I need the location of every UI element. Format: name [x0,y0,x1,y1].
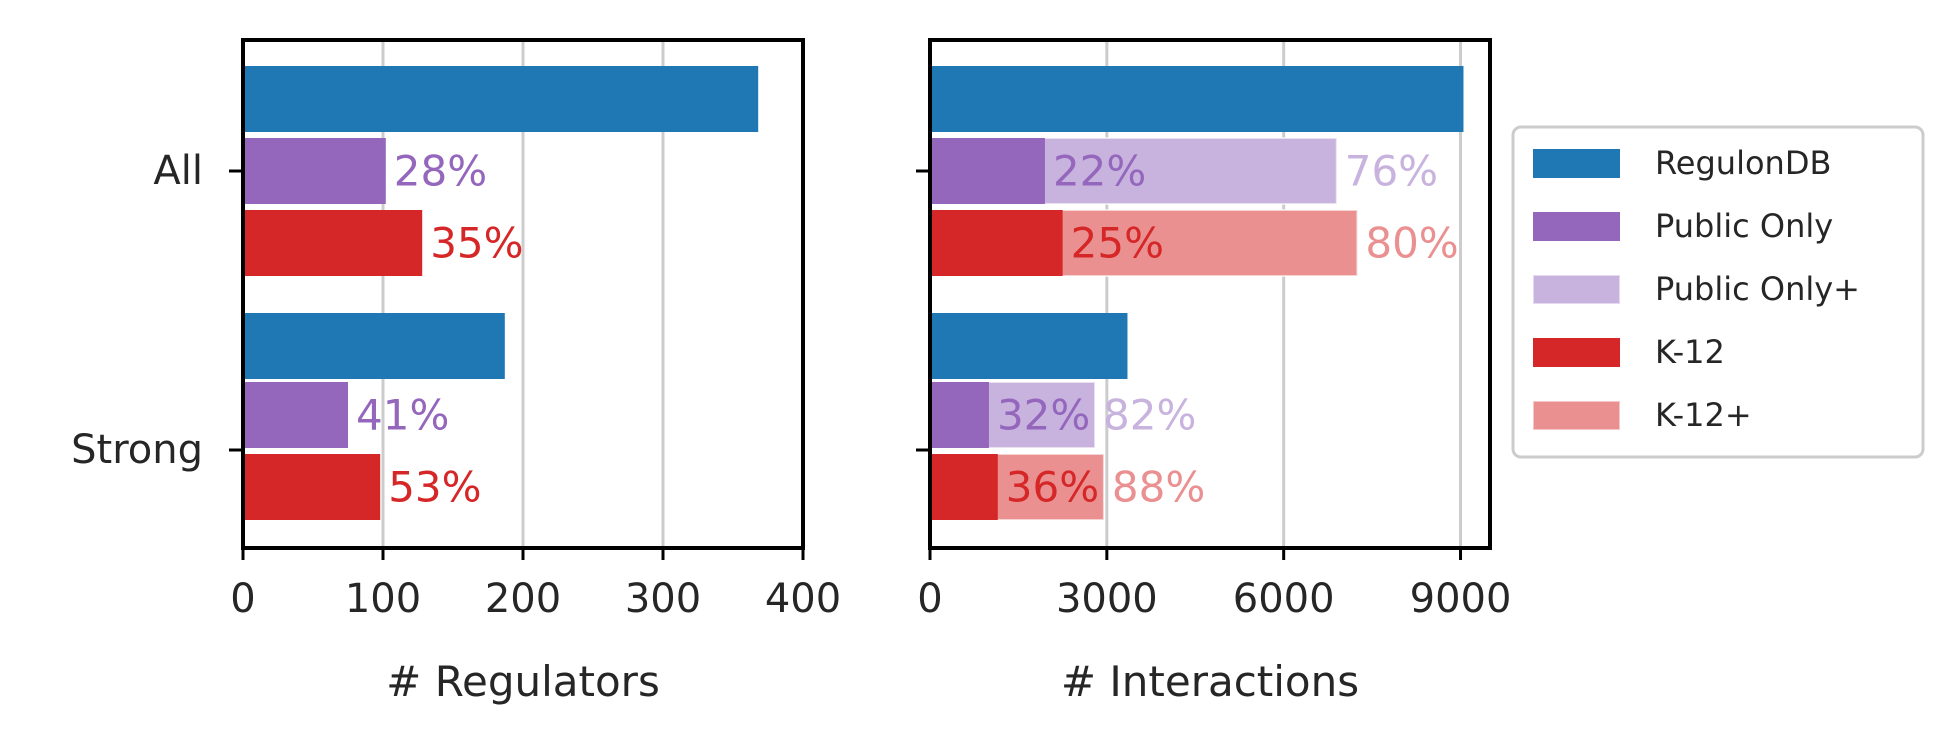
bar-public-only-strong [930,382,989,448]
bar-label-k-12-all: 25% [1071,219,1164,268]
bar-regulondb-all [243,66,759,132]
bar-label-public-only-all: 22% [1053,147,1146,196]
bar-regulondb-strong [243,313,505,379]
bar-regulondb-strong [930,313,1128,379]
bar-label-k-12-strong: 53% [388,463,481,512]
bar-label-public-only-strong: 32% [997,391,1090,440]
legend-label-regulondb: RegulonDB [1655,144,1831,182]
legend-label-k-12: K-12 [1655,333,1725,371]
x-axis-title: # Interactions [1061,657,1359,706]
x-tick-label: 100 [345,576,421,622]
category-label-strong: Strong [71,427,203,473]
regulators-panel: 28% 41% 35% 53% 0 100 200 300 400 All Strong # Regu… [71,38,841,706]
bar-label-public-only-strong: 41% [356,391,449,440]
legend-box [1511,125,1925,459]
bar-k-12-strong [243,454,381,520]
bar-k-12-strong [930,454,998,520]
bar-label-k-12-all: 35% [430,219,523,268]
bar-label-public-only-all: 28% [394,147,487,196]
x-tick-label: 200 [485,576,561,622]
legend-swatch-k-12 [1532,400,1621,431]
plot-frame [928,38,1492,550]
bar-k-12-all [243,210,423,276]
x-tick-label: 3000 [1056,576,1158,622]
bar-label-public-only-all: 76% [1345,147,1438,196]
x-tick-label: 0 [917,576,942,622]
bar-k-12-all [930,210,1063,276]
bar-public-only-all [243,138,386,204]
legend-swatch-k-12 [1533,338,1620,367]
x-tick-label: 9000 [1410,576,1512,622]
bar-regulondb-all [930,66,1464,132]
legend: RegulonDB Public Only Public Only+ K-12 K-12… [1511,125,1925,459]
x-axis-title: # Regulators [386,657,660,706]
legend-label-public-only: Public Only+ [1655,270,1860,308]
category-label-all: All [153,148,203,194]
interactions-panel: 22% 32% 76% 82% 25% 36% 80% 88% 0 3000 6000 9000 # I… [916,38,1512,706]
bar-public-only-all [930,138,1045,204]
bar-label-k-12-strong: 88% [1112,463,1205,512]
legend-label-public-only: Public Only [1655,207,1833,245]
x-tick-label: 300 [625,576,701,622]
legend-swatch-public-only [1532,274,1621,305]
legend-swatch-public-only [1533,212,1620,241]
bar-label-k-12-all: 80% [1365,219,1458,268]
legend-swatch-regulondb [1533,149,1620,178]
bar-label-public-only-strong: 82% [1103,391,1196,440]
bar-public-only-strong [243,382,348,448]
x-tick-label: 0 [230,576,255,622]
legend-label-k-12: K-12+ [1655,396,1752,434]
x-tick-label: 400 [765,576,841,622]
x-tick-label: 6000 [1233,576,1335,622]
bar-label-k-12-strong: 36% [1006,463,1099,512]
